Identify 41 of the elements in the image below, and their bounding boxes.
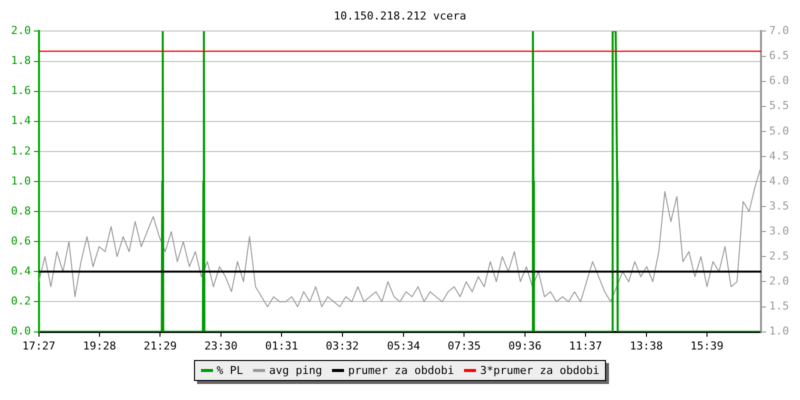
legend-label: avg ping xyxy=(269,364,322,377)
y2-tick-label: 3.0 xyxy=(769,224,790,238)
y2-tick-label: 4.5 xyxy=(769,149,790,162)
y-tick-label: 1.2 xyxy=(10,144,31,158)
y2-tick-label: 3.5 xyxy=(769,199,790,212)
y2-tick-label: 5.5 xyxy=(769,99,790,112)
x-tick-label: 17:27 xyxy=(22,339,56,352)
y2-tick-label: 7.0 xyxy=(769,24,790,38)
x-tick-label: 21:29 xyxy=(144,339,177,352)
y2-tick-label: 2.0 xyxy=(769,274,790,288)
y-tick-label: 2.0 xyxy=(10,24,31,38)
y2-tick-label: 2.5 xyxy=(769,250,790,263)
x-tick-label: 07:35 xyxy=(448,339,481,352)
y2-tick-label: 5.0 xyxy=(769,124,790,138)
y2-tick-label: 6.5 xyxy=(769,49,790,62)
x-tick-label: 03:32 xyxy=(326,339,359,352)
y-tick-label: 1.0 xyxy=(10,174,31,188)
x-tick-label: 23:30 xyxy=(204,339,238,352)
x-tick-label: 09:36 xyxy=(508,339,542,352)
x-tick-label: 11:37 xyxy=(569,339,602,352)
y-tick-label: 1.6 xyxy=(10,84,31,98)
y-tick-label: 0.6 xyxy=(10,234,31,248)
chart-title: 10.150.218.212 vcera xyxy=(334,9,466,22)
x-tick-label: 15:39 xyxy=(690,339,724,352)
x-tick-label: 19:28 xyxy=(82,339,116,352)
y2-tick-label: 1.5 xyxy=(769,300,790,313)
legend-label: 3*prumer za obdobi xyxy=(480,364,600,377)
y2-tick-label: 1.0 xyxy=(769,324,790,338)
y-tick-label: 0.2 xyxy=(10,294,31,308)
legend-label: % PL xyxy=(216,364,244,377)
x-tick-label: 13:38 xyxy=(630,339,663,352)
x-tick-label: 01:31 xyxy=(265,339,298,352)
y-tick-label: 0.8 xyxy=(10,204,31,218)
y-tick-label: 1.4 xyxy=(10,114,32,128)
y-tick-label: 0.0 xyxy=(10,324,31,338)
y2-tick-label: 6.0 xyxy=(769,74,790,88)
x-tick-label: 05:34 xyxy=(386,339,420,352)
y2-tick-label: 4.0 xyxy=(769,174,790,188)
y-tick-label: 0.4 xyxy=(10,264,32,278)
y-tick-label: 1.8 xyxy=(10,54,31,68)
legend-label: prumer za obdobi xyxy=(348,364,454,377)
